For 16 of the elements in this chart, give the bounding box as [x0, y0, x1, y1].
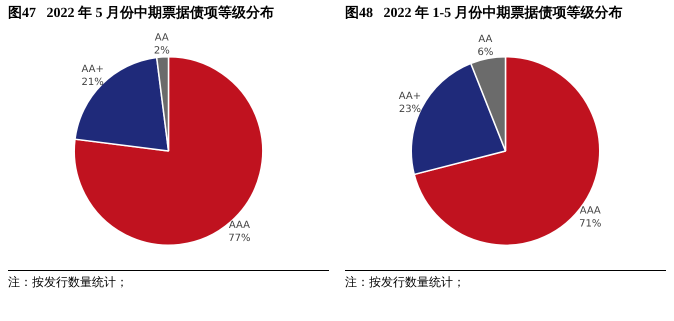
slice-label: AAA: [580, 205, 601, 216]
chart-title: 图47 2022 年 5 月份中期票据债项等级分布: [7, 4, 275, 22]
chart-title: 图48 2022 年 1-5 月份中期票据债项等级分布: [344, 4, 624, 22]
data-label: 77%: [228, 233, 251, 244]
slice-label: AA: [154, 32, 169, 44]
slice-label: AAA: [228, 220, 250, 232]
data-label: 2%: [154, 46, 170, 57]
data-label: 71%: [579, 218, 602, 230]
text: 注：按发行数量统计；: [345, 270, 666, 290]
data-label: 21%: [82, 76, 104, 88]
text: 注：按发行数量统计；: [8, 270, 329, 290]
data-label: 6%: [477, 47, 494, 58]
slice-label: AA: [478, 34, 493, 46]
slice-label: AA+: [398, 90, 422, 102]
data-label: 23%: [398, 104, 422, 115]
slice-label: AA+: [81, 64, 104, 75]
